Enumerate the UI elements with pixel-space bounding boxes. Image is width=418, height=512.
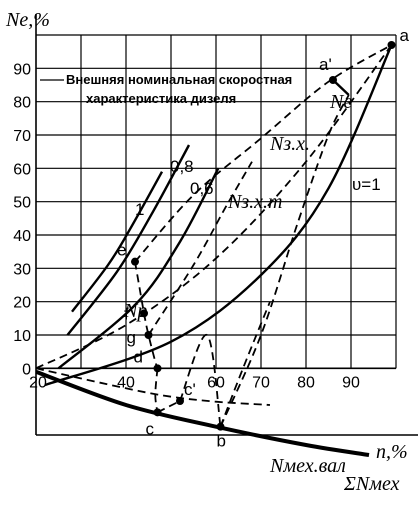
point-label-f: f [124, 304, 129, 323]
point-c_prime [176, 397, 184, 405]
x-tick-label: 20 [29, 374, 47, 391]
x-tick-label: 80 [297, 374, 315, 391]
x-tick-label: 40 [117, 374, 135, 391]
y-tick-label: 60 [13, 161, 31, 178]
series-ne [219, 94, 350, 428]
point-label-g: g [127, 328, 136, 347]
point-a [387, 41, 396, 49]
y-tick-label: 70 [13, 128, 31, 145]
point-label-e: e [117, 241, 126, 260]
y-tick-label: 40 [13, 228, 31, 245]
point-label-a_prime: a' [319, 55, 332, 74]
y-axis-title: Ne,% [5, 9, 50, 31]
series-fan_08 [66, 144, 191, 336]
label-v1: υ=1 [352, 175, 381, 194]
label-nmech-val: Nмех.вал [269, 455, 346, 477]
y-tick-label: 80 [13, 95, 31, 112]
point-a_prime [329, 76, 337, 84]
y-tick-label: 10 [13, 328, 31, 345]
series-sum_nmech [35, 369, 370, 457]
series-nmech_val [35, 367, 271, 406]
x-axis-title: n,% [376, 441, 408, 463]
label-ratio-06: 0,6 [190, 179, 214, 198]
point-c [153, 408, 162, 417]
y-tick-label: 50 [13, 195, 31, 212]
point-label-d: d [134, 347, 143, 366]
x-tick-label: 90 [342, 374, 360, 391]
label-sum-nmech: ΣNмех [343, 473, 400, 495]
series-fan_06 [57, 167, 220, 370]
y-tick-label: 0 [22, 361, 31, 378]
series-path_c_cprime [157, 400, 181, 414]
point-label-a: a [400, 26, 410, 45]
annotation-line-1: Внешняя номинальная скоростная [66, 72, 292, 87]
point-d [153, 364, 162, 373]
series-external [134, 44, 392, 263]
x-tick-label: 70 [252, 374, 270, 391]
point-g [144, 331, 153, 339]
label-nzxm: Nз.х.т [227, 191, 282, 213]
point-e [131, 257, 139, 266]
label-nzx: Nз.х. [269, 133, 310, 155]
y-tick-label: 90 [13, 61, 31, 78]
series-v1 [44, 44, 393, 387]
series-fan_1 [71, 171, 164, 313]
series-path_b_ne [219, 301, 271, 428]
point-label-b: b [217, 432, 226, 451]
series-path_nzxm_low [179, 334, 222, 427]
point-b [216, 422, 225, 431]
point-label-c: c [146, 419, 155, 438]
label-np: Np [123, 300, 147, 322]
label-ratio-08: 0,8 [170, 157, 194, 176]
point-label-c_prime: c' [184, 380, 196, 399]
series [35, 44, 393, 457]
series-nzx [35, 44, 393, 370]
series-path_d_c [154, 368, 159, 413]
point-f [140, 309, 148, 318]
label-ratio-1: 1 [135, 200, 144, 219]
y-tick-label: 20 [13, 295, 31, 312]
y-tick-label: 30 [13, 261, 31, 278]
label-ne: Ne [329, 91, 352, 113]
points: a a' b c c' d e fg [117, 26, 410, 451]
annotation-line-2: характеристика дизеля [86, 91, 236, 106]
series-nzxm [147, 161, 253, 336]
